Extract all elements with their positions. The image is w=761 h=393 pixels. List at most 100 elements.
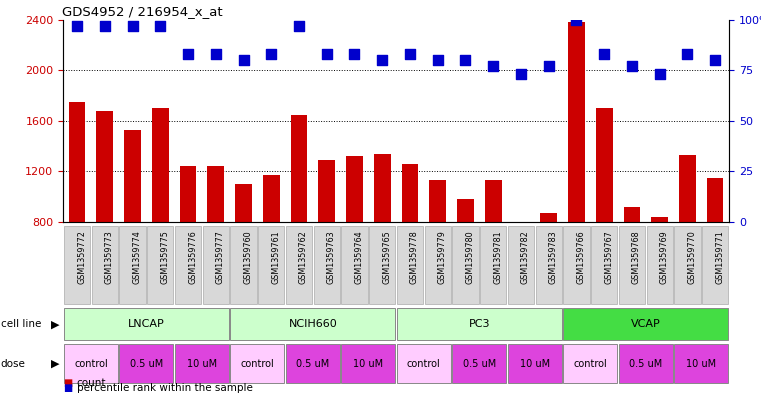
Text: GSM1359765: GSM1359765 bbox=[382, 230, 391, 284]
Bar bbox=[651, 217, 668, 222]
Text: dose: dose bbox=[1, 359, 26, 369]
Bar bbox=[314, 226, 340, 304]
Text: GSM1359769: GSM1359769 bbox=[660, 230, 669, 284]
Bar bbox=[619, 226, 645, 304]
Bar bbox=[235, 184, 252, 222]
Text: ▶: ▶ bbox=[51, 359, 59, 369]
Bar bbox=[397, 344, 451, 384]
Text: 0.5 uM: 0.5 uM bbox=[296, 359, 330, 369]
Bar bbox=[702, 226, 728, 304]
Bar bbox=[119, 226, 145, 304]
Bar bbox=[374, 154, 390, 222]
Point bbox=[598, 51, 610, 57]
Bar bbox=[679, 155, 696, 222]
Point bbox=[71, 22, 83, 29]
Bar bbox=[647, 226, 673, 304]
Text: GSM1359782: GSM1359782 bbox=[521, 230, 530, 284]
Text: control: control bbox=[240, 359, 274, 369]
Bar bbox=[591, 226, 617, 304]
Point bbox=[681, 51, 693, 57]
Bar bbox=[202, 226, 229, 304]
Point bbox=[460, 57, 472, 63]
Point bbox=[404, 51, 416, 57]
Bar bbox=[152, 108, 169, 222]
Point bbox=[515, 71, 527, 77]
Text: control: control bbox=[574, 359, 607, 369]
Bar bbox=[318, 160, 335, 222]
Bar bbox=[397, 308, 562, 340]
Text: control: control bbox=[407, 359, 441, 369]
Point bbox=[154, 22, 167, 29]
Point bbox=[487, 63, 499, 69]
Bar bbox=[342, 344, 396, 384]
Text: PC3: PC3 bbox=[469, 319, 490, 329]
Bar bbox=[425, 226, 451, 304]
Bar bbox=[263, 175, 279, 222]
Point bbox=[126, 22, 139, 29]
Bar bbox=[231, 226, 256, 304]
Text: count: count bbox=[77, 378, 107, 388]
Text: GSM1359772: GSM1359772 bbox=[77, 230, 86, 284]
Text: GSM1359773: GSM1359773 bbox=[105, 230, 114, 284]
Bar bbox=[119, 344, 174, 384]
Text: 10 uM: 10 uM bbox=[353, 359, 384, 369]
Point bbox=[237, 57, 250, 63]
Text: GSM1359761: GSM1359761 bbox=[271, 230, 280, 284]
Text: 10 uM: 10 uM bbox=[686, 359, 716, 369]
Text: ■: ■ bbox=[63, 383, 72, 393]
Bar bbox=[286, 344, 340, 384]
Text: GSM1359775: GSM1359775 bbox=[161, 230, 169, 284]
Point bbox=[570, 17, 582, 23]
Bar bbox=[147, 226, 174, 304]
Bar bbox=[291, 114, 307, 222]
Bar bbox=[452, 226, 479, 304]
Text: GSM1359779: GSM1359779 bbox=[438, 230, 447, 284]
Point bbox=[543, 63, 555, 69]
Text: GSM1359763: GSM1359763 bbox=[326, 230, 336, 284]
Bar bbox=[231, 308, 396, 340]
Text: GSM1359762: GSM1359762 bbox=[299, 230, 308, 284]
Bar bbox=[457, 199, 474, 222]
Bar bbox=[452, 344, 506, 384]
Point bbox=[293, 22, 305, 29]
Text: ▶: ▶ bbox=[51, 319, 59, 329]
Text: GSM1359781: GSM1359781 bbox=[493, 230, 502, 284]
Bar bbox=[619, 344, 673, 384]
Bar bbox=[563, 344, 617, 384]
Point bbox=[654, 71, 666, 77]
Bar bbox=[369, 226, 396, 304]
Bar bbox=[124, 130, 141, 222]
Bar bbox=[508, 344, 562, 384]
Point bbox=[320, 51, 333, 57]
Bar bbox=[402, 164, 419, 222]
Bar bbox=[674, 344, 728, 384]
Bar bbox=[623, 207, 640, 222]
Text: control: control bbox=[74, 359, 108, 369]
Text: cell line: cell line bbox=[1, 319, 41, 329]
Bar bbox=[536, 226, 562, 304]
Bar bbox=[485, 180, 501, 222]
Bar bbox=[568, 22, 584, 222]
Text: GSM1359777: GSM1359777 bbox=[216, 230, 224, 284]
Bar bbox=[286, 226, 312, 304]
Bar bbox=[508, 226, 534, 304]
Text: GSM1359760: GSM1359760 bbox=[244, 230, 253, 284]
Text: VCAP: VCAP bbox=[631, 319, 661, 329]
Point bbox=[99, 22, 111, 29]
Point bbox=[182, 51, 194, 57]
Bar bbox=[540, 213, 557, 222]
Text: 10 uM: 10 uM bbox=[186, 359, 217, 369]
Bar bbox=[258, 226, 285, 304]
Point bbox=[709, 57, 721, 63]
Text: GSM1359766: GSM1359766 bbox=[576, 230, 585, 284]
Bar bbox=[180, 166, 196, 222]
Text: LNCAP: LNCAP bbox=[128, 319, 165, 329]
Bar bbox=[64, 226, 90, 304]
Text: GSM1359768: GSM1359768 bbox=[632, 230, 641, 284]
Bar bbox=[429, 180, 446, 222]
Point bbox=[376, 57, 388, 63]
Text: GSM1359776: GSM1359776 bbox=[188, 230, 197, 284]
Text: NCIH660: NCIH660 bbox=[288, 319, 337, 329]
Bar bbox=[91, 226, 118, 304]
Text: GSM1359767: GSM1359767 bbox=[604, 230, 613, 284]
